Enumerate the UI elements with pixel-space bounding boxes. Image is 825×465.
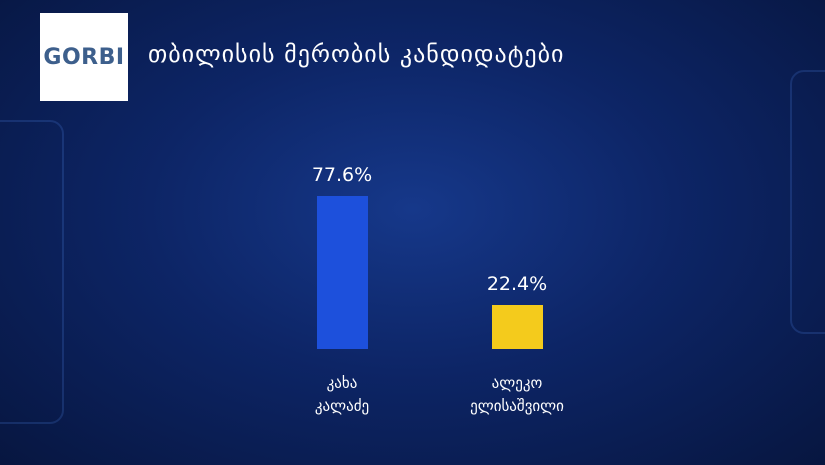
bar xyxy=(491,304,543,349)
value-label: 22.4% xyxy=(486,272,548,295)
chart-title: თბილისის მერობის კანდიდატები xyxy=(148,40,565,68)
category-label: კახა კალაძე xyxy=(314,374,370,415)
value-label: 77.6% xyxy=(311,164,373,186)
logo: GORBI xyxy=(40,13,128,101)
category-label: ალეკო ელისაშვილი xyxy=(470,374,564,415)
bar xyxy=(316,196,368,349)
decoration xyxy=(790,70,825,334)
decoration xyxy=(0,120,64,424)
